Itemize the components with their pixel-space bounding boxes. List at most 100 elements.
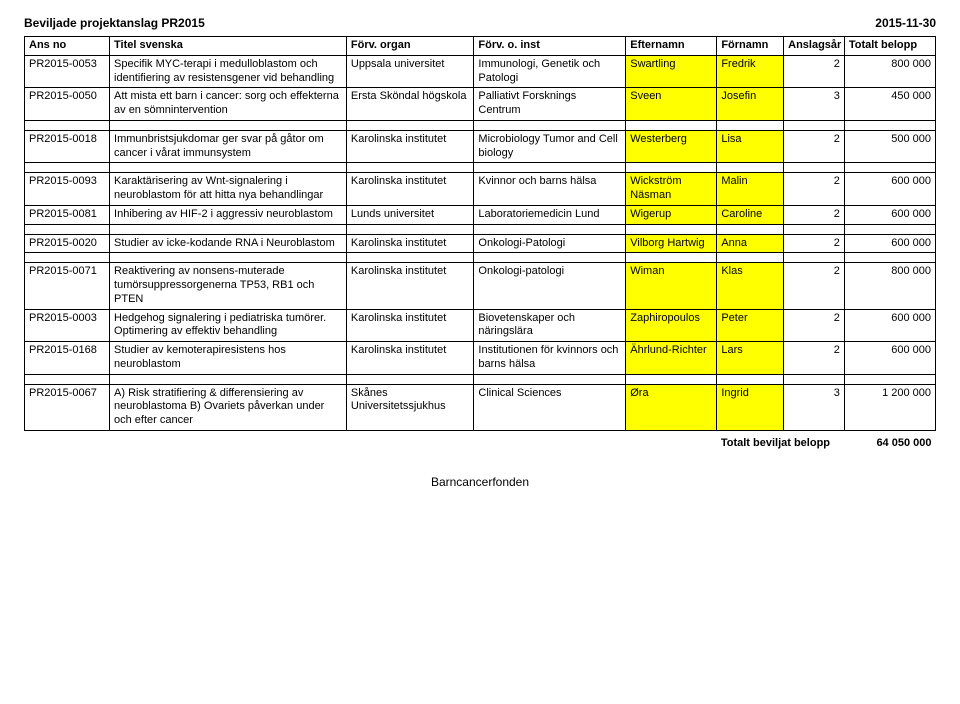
cell-yr: 2 [784,55,845,88]
cell-ln: Wickström Näsman [626,173,717,206]
total-row: Totalt beviljat belopp64 050 000 [25,430,936,452]
table-row: PR2015-0003Hedgehog signalering i pediat… [25,309,936,342]
cell-ans: PR2015-0067 [25,384,110,430]
cell-yr: 2 [784,342,845,375]
cell-org: Karolinska institutet [346,342,474,375]
cell-amt: 1 200 000 [844,384,935,430]
cell-yr: 2 [784,263,845,309]
cell-org: Uppsala universitet [346,55,474,88]
cell-ln: Zaphiropoulos [626,309,717,342]
cell-yr: 2 [784,309,845,342]
cell-amt: 450 000 [844,88,935,121]
cell-title: Karaktärisering av Wnt-signalering i neu… [110,173,347,206]
group-spacer [25,120,936,130]
cell-ans: PR2015-0053 [25,55,110,88]
cell-title: Att mista ett barn i cancer: sorg och ef… [110,88,347,121]
table-row: PR2015-0168Studier av kemoterapiresisten… [25,342,936,375]
col-org: Förv. organ [346,37,474,56]
cell-yr: 2 [784,234,845,253]
col-ans: Ans no [25,37,110,56]
cell-org: Ersta Sköndal högskola [346,88,474,121]
cell-amt: 800 000 [844,263,935,309]
page-footer: Barncancerfonden [24,475,936,489]
cell-ln: Westerberg [626,130,717,163]
cell-inst: Kvinnor och barns hälsa [474,173,626,206]
group-spacer [25,253,936,263]
cell-inst: Microbiology Tumor and Cell biology [474,130,626,163]
cell-title: Hedgehog signalering i pediatriska tumör… [110,309,347,342]
cell-title: A) Risk stratifiering & differensiering … [110,384,347,430]
grants-table: Ans no Titel svenska Förv. organ Förv. o… [24,36,936,453]
cell-ln: Ährlund-Richter [626,342,717,375]
cell-title: Reaktivering av nonsens-muterade tumörsu… [110,263,347,309]
header-title: Beviljade projektanslag PR2015 [24,16,205,30]
cell-ln: Sveen [626,88,717,121]
cell-ans: PR2015-0018 [25,130,110,163]
cell-inst: Institutionen för kvinnors och barns häl… [474,342,626,375]
cell-ln: Wiman [626,263,717,309]
header-date: 2015-11-30 [875,16,936,30]
cell-org: Karolinska institutet [346,173,474,206]
table-row: PR2015-0067A) Risk stratifiering & diffe… [25,384,936,430]
col-title: Titel svenska [110,37,347,56]
group-spacer [25,374,936,384]
cell-ans: PR2015-0071 [25,263,110,309]
cell-org: Karolinska institutet [346,234,474,253]
cell-ln: Øra [626,384,717,430]
table-row: PR2015-0093Karaktärisering av Wnt-signal… [25,173,936,206]
cell-fn: Peter [717,309,784,342]
cell-ln: Vilborg Hartwig [626,234,717,253]
table-row: PR2015-0053Specifik MYC-terapi i medullo… [25,55,936,88]
cell-fn: Fredrik [717,55,784,88]
cell-inst: Clinical Sciences [474,384,626,430]
cell-amt: 600 000 [844,309,935,342]
cell-ans: PR2015-0003 [25,309,110,342]
total-label: Totalt beviljat belopp [717,430,845,452]
cell-yr: 2 [784,205,845,224]
cell-title: Studier av kemoterapiresistens hos neuro… [110,342,347,375]
cell-ans: PR2015-0081 [25,205,110,224]
cell-inst: Immunologi, Genetik och Patologi [474,55,626,88]
cell-org: Lunds universitet [346,205,474,224]
col-firstname: Förnamn [717,37,784,56]
cell-amt: 600 000 [844,173,935,206]
cell-fn: Ingrid [717,384,784,430]
cell-fn: Caroline [717,205,784,224]
cell-fn: Malin [717,173,784,206]
group-spacer [25,224,936,234]
cell-org: Skånes Universitetssjukhus [346,384,474,430]
cell-yr: 2 [784,173,845,206]
cell-org: Karolinska institutet [346,263,474,309]
cell-inst: Laboratoriemedicin Lund [474,205,626,224]
cell-ans: PR2015-0093 [25,173,110,206]
table-row: PR2015-0018Immunbristsjukdomar ger svar … [25,130,936,163]
cell-amt: 600 000 [844,205,935,224]
cell-inst: Onkologi-patologi [474,263,626,309]
page-header: Beviljade projektanslag PR2015 2015-11-3… [24,16,936,30]
cell-org: Karolinska institutet [346,309,474,342]
cell-yr: 3 [784,384,845,430]
cell-ans: PR2015-0168 [25,342,110,375]
cell-ln: Wigerup [626,205,717,224]
cell-amt: 500 000 [844,130,935,163]
table-header-row: Ans no Titel svenska Förv. organ Förv. o… [25,37,936,56]
cell-yr: 3 [784,88,845,121]
cell-title: Specifik MYC-terapi i medulloblastom och… [110,55,347,88]
cell-fn: Anna [717,234,784,253]
total-amount: 64 050 000 [844,430,935,452]
cell-fn: Klas [717,263,784,309]
cell-inst: Biovetenskaper och näringslära [474,309,626,342]
col-lastname: Efternamn [626,37,717,56]
cell-amt: 800 000 [844,55,935,88]
cell-ans: PR2015-0020 [25,234,110,253]
table-row: PR2015-0020Studier av icke-kodande RNA i… [25,234,936,253]
cell-ln: Swartling [626,55,717,88]
cell-title: Studier av icke-kodande RNA i Neuroblast… [110,234,347,253]
cell-yr: 2 [784,130,845,163]
table-row: PR2015-0050Att mista ett barn i cancer: … [25,88,936,121]
group-spacer [25,163,936,173]
col-amount: Totalt belopp [844,37,935,56]
cell-inst: Onkologi-Patologi [474,234,626,253]
cell-org: Karolinska institutet [346,130,474,163]
cell-fn: Lars [717,342,784,375]
